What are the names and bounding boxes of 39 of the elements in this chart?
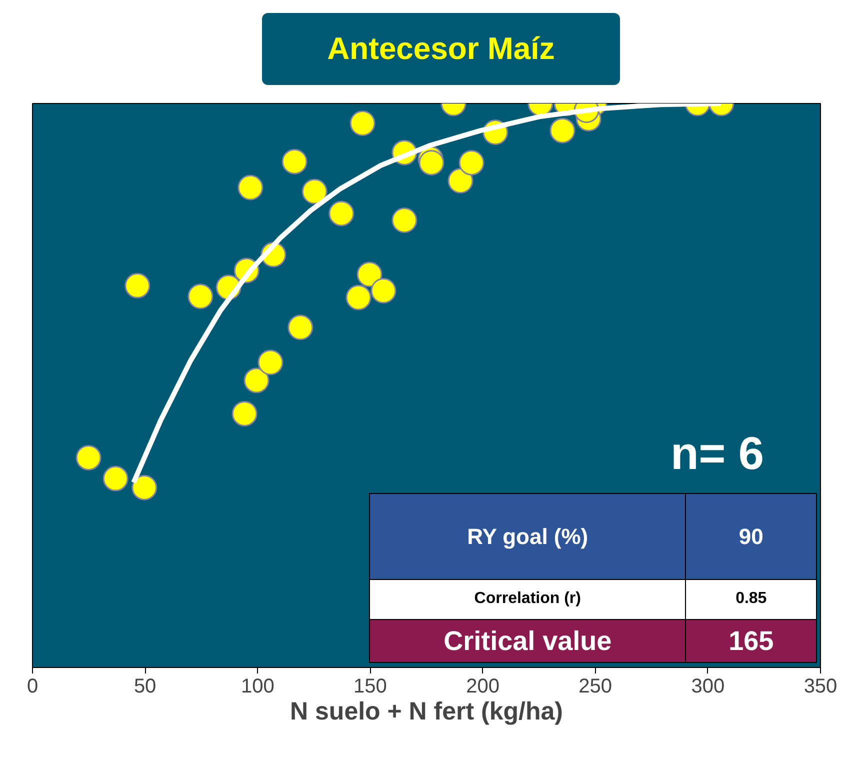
x-tick-label: 150 [354,676,387,698]
point [458,150,484,176]
annotation: Critical value [370,620,686,662]
point [370,278,396,304]
x-tick-label: 200 [466,676,500,698]
annotation: 165 [686,620,816,662]
point [350,110,376,136]
point [244,368,270,394]
point [356,262,382,288]
point [346,284,372,310]
point [418,150,444,176]
point [258,350,284,376]
point [550,118,576,144]
point [232,400,258,426]
x-tick-label: 0 [26,676,38,698]
point [102,466,128,492]
point [76,444,102,470]
point [188,284,214,310]
chart-title: Antecesor Maíz [262,13,620,85]
x-tick-label: 250 [578,676,612,698]
annotation: Correlation (r) [370,580,686,620]
x-tick-label: 50 [134,676,156,698]
x-tick-label: 300 [691,676,725,698]
annotation: n= 6 [670,427,764,480]
point [132,474,158,500]
point [392,208,418,233]
point [124,272,150,298]
point [448,168,474,194]
point [288,314,314,340]
point [282,148,308,174]
x-axis-title: N suelo + N fert (kg/ha) [290,698,563,726]
annotation: 0.85 [686,580,816,620]
x-tick-label: 100 [240,676,274,698]
point [238,174,264,200]
annotation: 90 [686,494,816,580]
annotation: RY goal (%) [370,494,686,580]
point [302,178,328,204]
point [328,200,354,226]
x-tick-label: 350 [804,676,838,698]
